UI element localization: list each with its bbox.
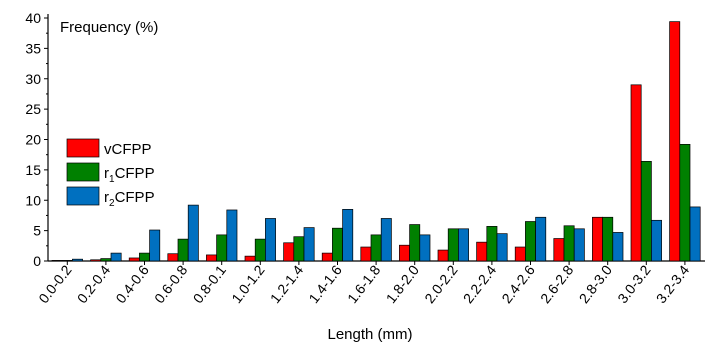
x-tick-label: 1.0-1.2 bbox=[228, 262, 268, 306]
x-tick-label: 2.8-3.0 bbox=[576, 262, 616, 306]
y-tick-label: 30 bbox=[25, 71, 41, 87]
bar-r2CFPP-2.6-2.8 bbox=[573, 228, 585, 262]
x-tick-label: 0.6-0.8 bbox=[151, 262, 191, 306]
x-tick-label: 0.2-0.4 bbox=[74, 262, 114, 306]
bar-vCFPP-0.2-0.4 bbox=[90, 259, 102, 262]
x-tick-label: 2.4-2.6 bbox=[498, 262, 538, 306]
bar-vCFPP-0.4-0.6 bbox=[128, 257, 140, 262]
bars-layer bbox=[51, 21, 701, 262]
bar-r1CFPP-3.0-3.2 bbox=[640, 161, 652, 262]
labels-layer: 0 5 10 15 20 25 30 35 40 0.0-0.2 0.2-0.4 0.4-0.6 0.6… bbox=[25, 10, 692, 306]
bar-vCFPP-1.6-1.8 bbox=[360, 246, 372, 262]
bar-vCFPP-0.0-0.2 bbox=[51, 260, 63, 262]
bar-r2CFPP-2.0-2.2 bbox=[458, 228, 469, 262]
bar-r2CFPP-1.6-1.8 bbox=[380, 218, 392, 262]
bar-vCFPP-2.4-2.6 bbox=[514, 246, 526, 262]
x-tick-label: 3.2-3.4 bbox=[653, 262, 693, 306]
bar-r1CFPP-1.8-2.0 bbox=[409, 224, 421, 262]
bar-r1CFPP-0.4-0.6 bbox=[139, 252, 150, 262]
bar-vCFPP-3.2-3.4 bbox=[669, 21, 681, 262]
bar-vCFPP-1.8-2.0 bbox=[399, 244, 410, 262]
bar-r2CFPP-3.0-3.2 bbox=[651, 219, 662, 262]
x-tick-label: 1.8-2.0 bbox=[383, 262, 423, 306]
bar-r1CFPP-0.8-0.1 bbox=[216, 234, 228, 262]
y-tick-label: 15 bbox=[25, 162, 41, 178]
legend: vCFPP r1CFPP r2CFPP bbox=[66, 138, 155, 209]
y-tick-label: 25 bbox=[25, 101, 41, 117]
bar-r2CFPP-3.2-3.4 bbox=[689, 206, 701, 262]
y-tick-label: 20 bbox=[25, 132, 41, 148]
bar-r2CFPP-0.8-0.1 bbox=[226, 209, 238, 262]
legend-swatch-r1CFPP bbox=[66, 162, 100, 182]
bar-r1CFPP-0.0-0.2 bbox=[61, 260, 73, 262]
y-tick-label: 0 bbox=[33, 253, 41, 269]
bar-r2CFPP-2.8-3.0 bbox=[612, 232, 624, 262]
y-tick-label: 40 bbox=[25, 10, 41, 26]
bar-r1CFPP-2.2-2.4 bbox=[486, 226, 498, 262]
y-tick-label: 5 bbox=[33, 223, 41, 239]
legend-label-r2CFPP: r2CFPP bbox=[104, 189, 155, 209]
bar-vCFPP-2.0-2.2 bbox=[437, 249, 449, 262]
bar-r1CFPP-2.8-3.0 bbox=[602, 216, 614, 262]
bar-r2CFPP-2.2-2.4 bbox=[496, 233, 508, 262]
x-tick-label: 0.0-0.2 bbox=[35, 262, 75, 306]
y-tick-label: 10 bbox=[25, 192, 41, 208]
bar-vCFPP-1.0-1.2 bbox=[244, 255, 256, 262]
bar-r1CFPP-1.2-1.4 bbox=[293, 236, 305, 262]
bar-vCFPP-1.2-1.4 bbox=[283, 242, 295, 262]
x-tick-label: 0.8-0.1 bbox=[190, 262, 230, 306]
bar-vCFPP-0.8-0.1 bbox=[206, 254, 217, 262]
bar-vCFPP-2.8-3.0 bbox=[592, 216, 603, 262]
bar-vCFPP-2.2-2.4 bbox=[476, 241, 488, 262]
bar-r1CFPP-1.0-1.2 bbox=[254, 238, 266, 262]
x-tick-label: 2.0-2.2 bbox=[421, 262, 461, 306]
bar-r2CFPP-1.0-1.2 bbox=[265, 218, 276, 262]
bar-r2CFPP-0.2-0.4 bbox=[110, 252, 122, 262]
bar-vCFPP-3.0-3.2 bbox=[630, 84, 642, 262]
x-axis-label: Length (mm) bbox=[327, 326, 412, 343]
x-tick-label: 2.2-2.4 bbox=[460, 262, 500, 306]
bar-r2CFPP-0.6-0.8 bbox=[187, 204, 199, 262]
bar-r1CFPP-1.4-1.6 bbox=[332, 227, 343, 262]
bar-vCFPP-1.4-1.6 bbox=[321, 252, 333, 262]
y-tick-label: 35 bbox=[25, 40, 41, 56]
legend-swatch-r2CFPP bbox=[66, 186, 100, 206]
bar-r2CFPP-0.0-0.2 bbox=[72, 258, 83, 262]
bar-r1CFPP-2.6-2.8 bbox=[563, 225, 575, 262]
x-tick-label: 0.4-0.6 bbox=[112, 262, 152, 306]
x-tick-label: 2.6-2.8 bbox=[537, 262, 577, 306]
bar-r2CFPP-1.2-1.4 bbox=[303, 227, 315, 262]
bar-r1CFPP-0.6-0.8 bbox=[177, 238, 189, 262]
bar-r1CFPP-2.4-2.6 bbox=[525, 221, 536, 262]
bar-vCFPP-2.6-2.8 bbox=[553, 238, 565, 262]
legend-label-vCFPP: vCFPP bbox=[104, 141, 152, 158]
bar-r1CFPP-3.2-3.4 bbox=[679, 144, 691, 262]
bar-vCFPP-0.6-0.8 bbox=[167, 253, 179, 262]
y-axis-label: Frequency (%) bbox=[60, 19, 158, 36]
bar-r2CFPP-0.4-0.6 bbox=[149, 229, 161, 262]
bar-r1CFPP-0.2-0.4 bbox=[100, 258, 112, 262]
x-tick-label: 1.2-1.4 bbox=[267, 262, 307, 306]
bar-r1CFPP-1.6-1.8 bbox=[370, 234, 382, 262]
legend-swatch-vCFPP bbox=[66, 138, 100, 158]
bar-r2CFPP-1.8-2.0 bbox=[419, 234, 431, 262]
x-tick-label: 3.0-3.2 bbox=[614, 262, 654, 306]
bar-r1CFPP-2.0-2.2 bbox=[447, 228, 459, 262]
bar-r2CFPP-2.4-2.6 bbox=[535, 216, 547, 262]
x-tick-label: 1.4-1.6 bbox=[305, 262, 345, 306]
legend-label-r1CFPP: r1CFPP bbox=[104, 165, 155, 185]
bar-r2CFPP-1.4-1.6 bbox=[342, 209, 354, 262]
x-tick-label: 1.6-1.8 bbox=[344, 262, 384, 306]
